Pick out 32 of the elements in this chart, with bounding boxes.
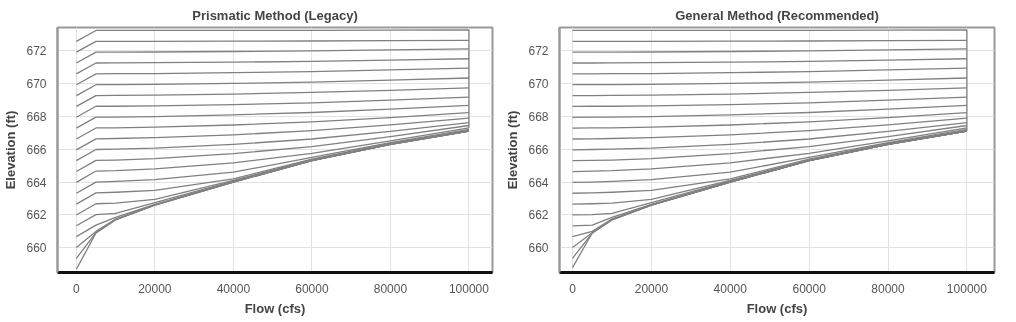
x-tick-label: 20000 (138, 281, 172, 296)
y-tick-label: 670 (528, 76, 549, 91)
y-tick-label: 664 (528, 175, 549, 190)
y-tick-label: 662 (26, 208, 47, 223)
x-tick-label: 60000 (792, 281, 827, 296)
x-tick-label: 0 (73, 281, 81, 296)
y-tick-label: 668 (26, 109, 47, 124)
y-tick-label: 672 (528, 44, 549, 59)
x-tick-label: 40000 (216, 281, 251, 296)
y-tick-label: 672 (26, 44, 47, 59)
y-tick-label: 668 (528, 109, 549, 124)
y-tick-label: 666 (26, 142, 47, 157)
x-tick-label: 80000 (871, 281, 906, 296)
x-tick-label: 20000 (634, 281, 669, 296)
x-tick-label: 100000 (448, 281, 490, 296)
y-tick-label: 660 (26, 241, 47, 256)
x-tick-label: 40000 (713, 281, 748, 296)
y-tick-label: 660 (528, 241, 549, 256)
x-tick-label: 80000 (373, 281, 408, 296)
y-tick-label: 666 (528, 142, 549, 157)
y-tick-label: 670 (26, 76, 47, 91)
y-axis-title: Elevation (ft) (505, 110, 521, 190)
y-axis-title: Elevation (ft) (3, 110, 19, 190)
y-tick-label: 664 (26, 175, 47, 190)
y-tick-label: 662 (528, 208, 549, 223)
chart-title: General Method (Recommended) (675, 7, 879, 23)
x-tick-label: 60000 (295, 281, 329, 296)
x-tick-label: 100000 (946, 281, 988, 296)
x-axis-title: Flow (cfs) (746, 300, 808, 316)
chart-title: Prismatic Method (Legacy) (192, 7, 358, 23)
x-tick-label: 0 (569, 281, 577, 296)
x-axis-title: Flow (cfs) (244, 300, 306, 316)
